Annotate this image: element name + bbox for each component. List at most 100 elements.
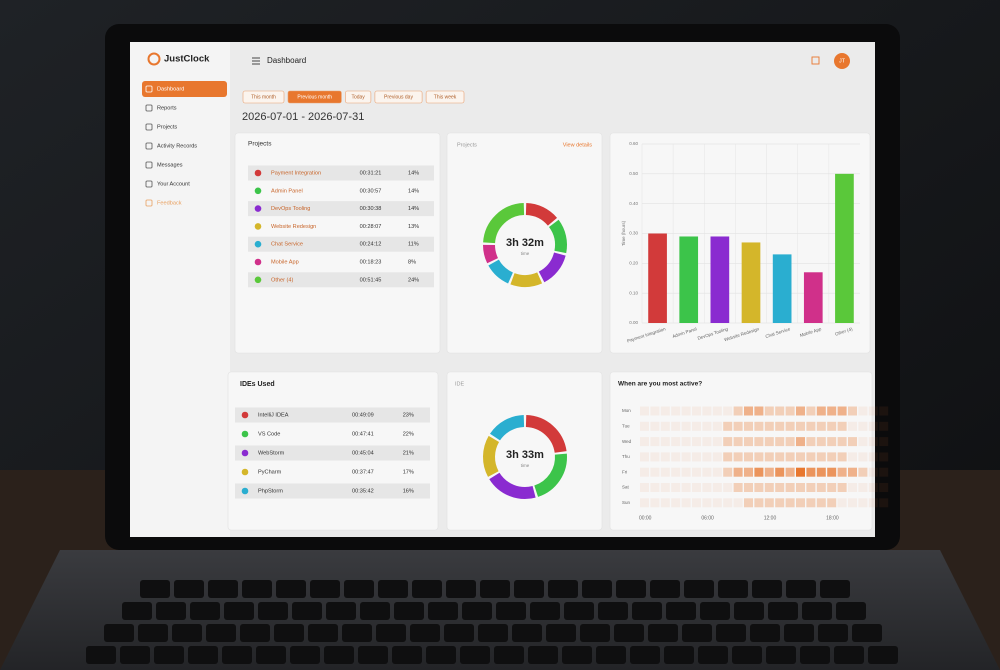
key bbox=[786, 580, 816, 598]
key bbox=[530, 602, 560, 620]
donut-segment bbox=[510, 272, 543, 287]
heat-cell bbox=[660, 467, 670, 477]
heat-cell bbox=[785, 406, 795, 416]
table-row-bg bbox=[248, 272, 434, 288]
nav-item[interactable]: Your Account bbox=[157, 181, 190, 187]
nav-item[interactable]: Feedback bbox=[157, 200, 182, 206]
heat-cell bbox=[764, 421, 774, 431]
heat-cell bbox=[723, 483, 733, 492]
color-dot bbox=[241, 487, 249, 495]
heat-cell bbox=[650, 467, 660, 477]
panel-title: IDE bbox=[455, 381, 465, 387]
heat-cell bbox=[806, 421, 816, 431]
heat-cell bbox=[848, 452, 857, 462]
row-name: IntelliJ IDEA bbox=[258, 412, 289, 418]
heat-cell bbox=[712, 452, 722, 462]
donut-segment bbox=[489, 472, 536, 499]
heat-cell bbox=[723, 421, 733, 431]
donut-segment bbox=[482, 244, 499, 264]
heat-cell bbox=[681, 437, 691, 447]
row-name: VS Code bbox=[258, 431, 280, 437]
key bbox=[716, 624, 746, 642]
key bbox=[480, 580, 510, 598]
dashboard: JustClock Dashboard Reports Projects Activit… bbox=[130, 42, 889, 537]
heat-cell bbox=[640, 483, 649, 492]
key bbox=[666, 602, 696, 620]
heat-cell bbox=[785, 437, 795, 447]
heat-cell bbox=[650, 406, 660, 416]
heat-cell bbox=[858, 498, 868, 508]
key bbox=[616, 580, 646, 598]
key bbox=[376, 624, 406, 642]
day-label: Mon bbox=[622, 408, 631, 413]
heat-cell bbox=[681, 421, 691, 431]
avatar[interactable] bbox=[834, 53, 850, 69]
heat-cell bbox=[744, 467, 753, 477]
hour-label: 18:00 bbox=[826, 515, 839, 521]
heat-cell bbox=[671, 437, 681, 447]
heat-cell bbox=[806, 483, 816, 492]
row-name: Admin Panel bbox=[271, 188, 303, 194]
filter-button[interactable] bbox=[425, 90, 465, 104]
nav-item[interactable]: Activity Records bbox=[157, 143, 197, 149]
heat-cell bbox=[764, 483, 774, 492]
key bbox=[494, 646, 524, 664]
nav-item[interactable]: Dashboard bbox=[157, 86, 184, 92]
heat-cell bbox=[671, 467, 681, 477]
filter-button[interactable] bbox=[374, 90, 423, 104]
key bbox=[800, 646, 830, 664]
row-share: 17% bbox=[403, 469, 414, 475]
heat-cell bbox=[816, 467, 826, 477]
heat-cell bbox=[650, 483, 660, 492]
sidebar bbox=[130, 42, 230, 537]
day-label: Fri bbox=[622, 469, 627, 474]
filter-button[interactable] bbox=[242, 90, 285, 104]
heat-cell bbox=[712, 467, 722, 477]
nav-item[interactable]: Messages bbox=[157, 162, 183, 168]
bar bbox=[648, 233, 667, 323]
heat-cell bbox=[764, 498, 774, 508]
heat-cell bbox=[796, 483, 805, 492]
donut-total: 3h 33m bbox=[506, 449, 544, 461]
heat-cell bbox=[868, 421, 878, 431]
nav-item[interactable]: Reports bbox=[157, 105, 177, 111]
key bbox=[548, 580, 578, 598]
key bbox=[222, 646, 252, 664]
key bbox=[648, 624, 678, 642]
heat-cell bbox=[712, 498, 722, 508]
nav-icon bbox=[145, 123, 153, 131]
heat-cell bbox=[827, 483, 837, 492]
filter-button[interactable] bbox=[287, 90, 342, 104]
nav-icon bbox=[145, 85, 153, 93]
heat-cell bbox=[660, 406, 670, 416]
hour-label: 00:00 bbox=[639, 515, 652, 521]
heat-cell bbox=[806, 437, 816, 447]
heat-cell bbox=[837, 406, 847, 416]
heat-cell bbox=[692, 452, 701, 462]
heat-cell bbox=[796, 437, 805, 447]
heat-cell bbox=[640, 406, 649, 416]
heat-cell bbox=[764, 437, 774, 447]
filter-label: Previous day bbox=[384, 94, 413, 100]
key bbox=[580, 624, 610, 642]
heat-cell bbox=[879, 421, 889, 431]
table-row-bg bbox=[235, 407, 430, 423]
heat-cell bbox=[723, 452, 733, 462]
nav-item[interactable]: Projects bbox=[157, 124, 177, 130]
row-share: 13% bbox=[408, 224, 419, 230]
heat-cell bbox=[660, 437, 670, 447]
key bbox=[682, 624, 712, 642]
heat-cell bbox=[868, 498, 878, 508]
bar bbox=[679, 236, 699, 323]
heat-cell bbox=[775, 406, 785, 416]
key bbox=[596, 646, 626, 664]
heat-cell bbox=[837, 452, 847, 462]
view-details-link[interactable]: View details bbox=[563, 142, 592, 148]
filter-button[interactable] bbox=[345, 90, 372, 104]
key bbox=[276, 580, 306, 598]
donut-caption: time bbox=[521, 463, 530, 468]
key bbox=[802, 602, 832, 620]
key bbox=[614, 624, 644, 642]
key bbox=[394, 602, 424, 620]
key bbox=[138, 624, 168, 642]
